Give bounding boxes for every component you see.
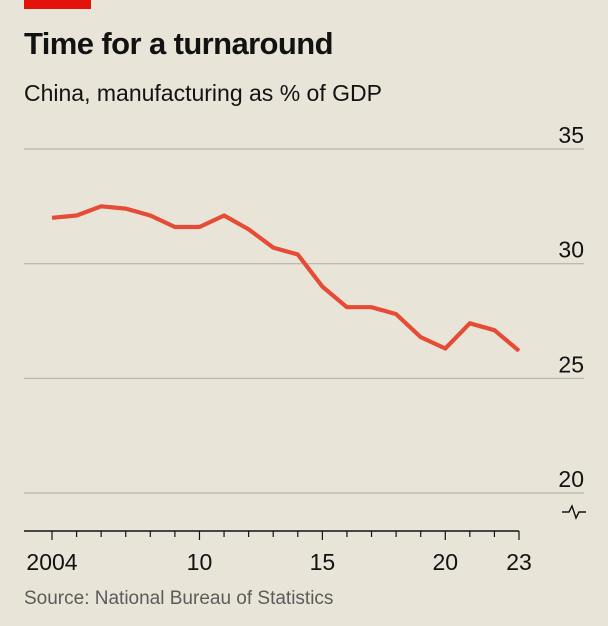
x-tick-label-10: 10 xyxy=(187,549,213,575)
series-line-0 xyxy=(51,204,521,353)
chart-subtitle: China, manufacturing as % of GDP xyxy=(24,80,382,106)
y-tick-label-30: 30 xyxy=(558,237,584,263)
chart-title: Time for a turnaround xyxy=(24,26,334,61)
gridlines xyxy=(24,148,584,494)
x-tick-label-20: 20 xyxy=(432,549,458,575)
source-note: Source: National Bureau of Statistics xyxy=(24,588,334,609)
x-tick-label-2004: 2004 xyxy=(26,549,77,575)
x-tick-label-15: 15 xyxy=(310,549,336,575)
y-tick-label-35: 35 xyxy=(558,122,584,148)
axis-break xyxy=(562,504,586,520)
brand-red-tab xyxy=(24,0,91,9)
axis-break-icon xyxy=(562,504,586,520)
y-tick-label-20: 20 xyxy=(558,466,584,492)
series-layer xyxy=(51,204,521,353)
x-axis-ticks: 2004 10 15 20 23 xyxy=(26,549,531,575)
y-axis-ticks: 35 30 25 20 xyxy=(558,122,584,492)
x-tick-label-23: 23 xyxy=(506,549,532,575)
y-tick-label-25: 25 xyxy=(558,351,584,377)
x-axis xyxy=(24,530,520,540)
